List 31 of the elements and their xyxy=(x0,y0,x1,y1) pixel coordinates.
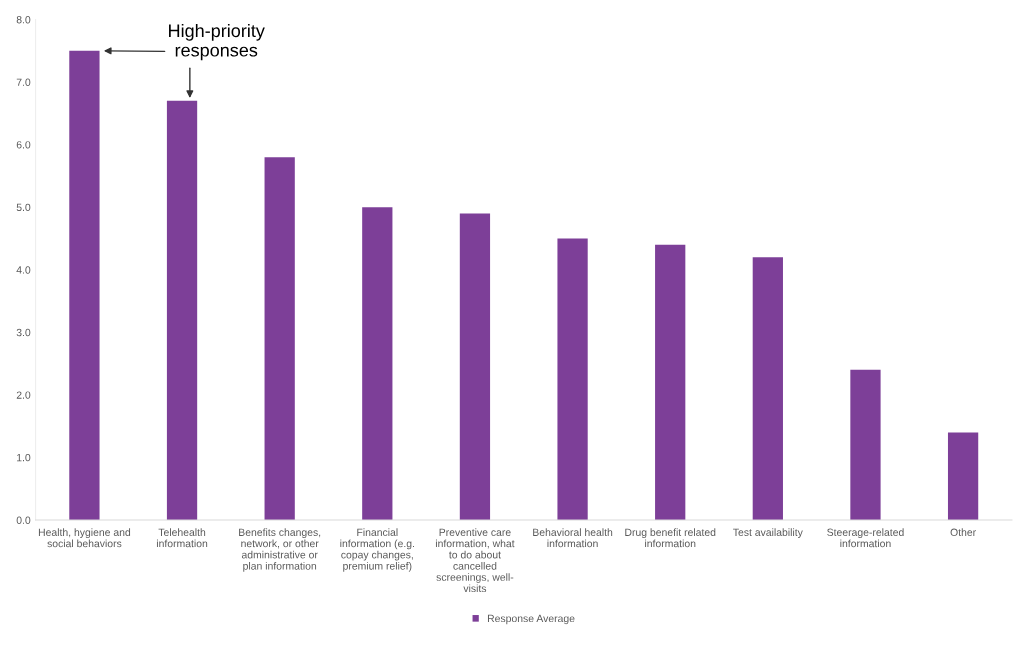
annotation: High-priority responses xyxy=(169,23,265,61)
y-tick-label: 5.0 xyxy=(16,203,31,212)
y-tick-label: 2.0 xyxy=(16,391,31,399)
x-tick-label: Telehealth information xyxy=(156,528,208,548)
bar xyxy=(850,369,881,520)
x-tick-label: Preventive care information, what to do about cancelled screenings, well- visits xyxy=(435,528,515,593)
y-tick-label: 4.0 xyxy=(16,266,31,274)
x-tick-label: Benefits changes, network, or other administrative or plan information xyxy=(239,528,321,572)
bar xyxy=(752,257,783,520)
x-tick-label: Other xyxy=(950,528,976,536)
y-tick-label: 8.0 xyxy=(16,16,31,24)
bar xyxy=(947,432,979,520)
y-tick-label: 0.0 xyxy=(16,516,31,524)
y-tick-label: 1.0 xyxy=(17,453,31,462)
x-tick-label: Steerage-related information xyxy=(827,528,904,548)
bar xyxy=(459,213,491,520)
y-tick-label: 6.0 xyxy=(16,141,31,149)
bar xyxy=(655,244,686,520)
y-tick-label: 7.0 xyxy=(16,78,31,86)
bar xyxy=(557,238,588,520)
x-tick-label: Behavioral health information xyxy=(533,528,613,548)
bar xyxy=(264,157,295,520)
legend-label: Response Average xyxy=(487,614,575,625)
x-tick-label: Drug benefit related information xyxy=(625,528,716,548)
x-tick-label: Test availability xyxy=(733,528,803,539)
x-tick-label: Health, hygiene and social behaviors xyxy=(38,528,131,548)
x-tick-label: Financial information (e.g. copay changes, premium relief) xyxy=(340,528,414,572)
y-tick-label: 3.0 xyxy=(16,328,31,337)
bar xyxy=(362,207,393,520)
bar xyxy=(166,100,198,520)
bar xyxy=(69,50,100,520)
